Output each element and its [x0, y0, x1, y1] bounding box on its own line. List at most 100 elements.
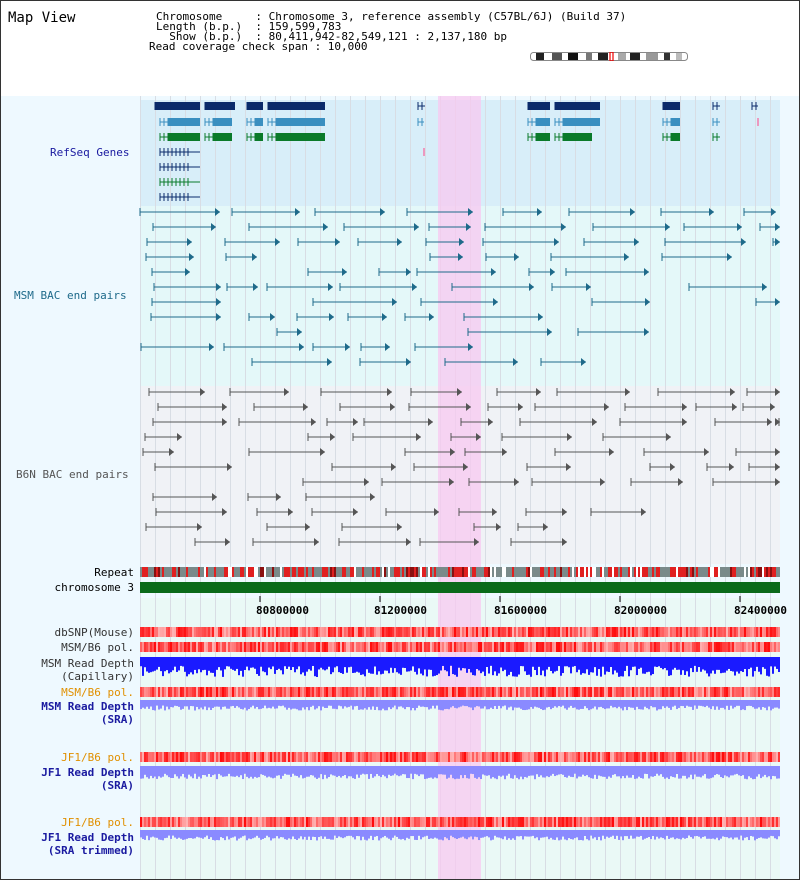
- msm-depth-capillary-bar: [776, 657, 778, 669]
- track-label-jf1-b6-pol[interactable]: JF1/B6 pol.: [61, 751, 134, 764]
- msm-b6-pol-sra-density: [158, 687, 160, 697]
- msm-depth-sra-bar: [226, 700, 228, 709]
- jf1-depth-bar: [538, 766, 540, 777]
- msm-b6-pol-sra-density: [602, 687, 604, 697]
- msm-b6-pol-density: [414, 642, 416, 652]
- jf1-depth-bar: [338, 766, 340, 776]
- msm-b6-pol-density: [640, 642, 642, 652]
- msm-b6-pol-density: [548, 642, 550, 652]
- jf1-depth-bar: [672, 766, 674, 778]
- track-label-jf1-b6-pol-2[interactable]: JF1/B6 pol.: [61, 816, 134, 829]
- jf1-b6-pol-2-density: [198, 817, 200, 827]
- dbsnp-density: [224, 627, 226, 637]
- repeat-element: [578, 567, 580, 577]
- jf1-depth-bar: [594, 766, 596, 775]
- jf1-b6-pol-density: [360, 752, 362, 762]
- jf1-b6-pol-density: [486, 752, 488, 762]
- msm-depth-sra-bar: [740, 700, 742, 711]
- dbsnp-density: [642, 627, 644, 637]
- msm-depth-sra-bar: [606, 700, 608, 709]
- msm-depth-sra-bar: [664, 700, 666, 708]
- jf1-depth-bar: [254, 766, 256, 777]
- msm-b6-pol-sra-density: [272, 687, 274, 697]
- msm-depth-capillary-bar: [142, 657, 144, 676]
- jf1-depth-trimmed-bar: [574, 830, 576, 839]
- jf1-b6-pol-2-density: [524, 817, 526, 827]
- jf1-depth-bar: [208, 766, 210, 774]
- jf1-depth-trimmed-bar: [388, 830, 390, 839]
- jf1-depth-bar: [496, 766, 498, 780]
- grid-line: [740, 96, 741, 880]
- jf1-b6-pol-2-density: [214, 817, 216, 827]
- msm-depth-sra-bar: [548, 700, 550, 707]
- jf1-b6-pol-2-density: [664, 817, 666, 827]
- msm-b6-pol-density: [218, 642, 220, 652]
- msm-depth-capillary-bar: [290, 657, 292, 671]
- msm-b6-pol-density: [520, 642, 522, 652]
- jf1-b6-pol-density: [502, 752, 504, 762]
- jf1-b6-pol-density: [258, 752, 260, 762]
- msm-depth-sra-bar: [722, 700, 724, 708]
- msm-depth-sra-bar: [204, 700, 206, 707]
- jf1-depth-trimmed-bar: [648, 830, 650, 838]
- msm-depth-capillary-bar: [662, 657, 664, 670]
- msm-b6-pol-sra-density: [252, 687, 254, 697]
- track-label-b6n-bac[interactable]: B6N BAC end pairs: [16, 468, 129, 481]
- track-label-jf1-depth-trimmed[interactable]: JF1 Read Depth: [41, 831, 134, 844]
- b6n-bac-pair-arrow: [641, 508, 646, 516]
- jf1-b6-pol-2-density: [550, 817, 552, 827]
- repeat-element: [680, 567, 682, 577]
- msm-b6-pol-sra-density: [508, 687, 510, 697]
- track-label-dbsnp[interactable]: dbSNP(Mouse): [54, 626, 134, 639]
- track-label-msm-depth-capillary[interactable]: MSM Read Depth: [41, 657, 134, 670]
- repeat-element: [628, 567, 630, 577]
- jf1-b6-pol-2-density: [620, 817, 622, 827]
- msm-depth-sra-bar: [552, 700, 554, 708]
- track-label-msm-b6-pol-sra[interactable]: MSM/B6 pol.: [61, 686, 134, 699]
- jf1-depth-bar: [760, 766, 762, 779]
- track-label-jf1-depth[interactable]: JF1 Read Depth: [41, 766, 134, 779]
- jf1-depth-bar: [414, 766, 416, 774]
- jf1-depth-trimmed-bar: [604, 830, 606, 839]
- jf1-depth-bar: [518, 766, 520, 780]
- repeat-element: [250, 567, 252, 577]
- msm-b6-pol-density: [288, 642, 290, 652]
- jf1-depth-trimmed-bar: [508, 830, 510, 839]
- jf1-b6-pol-density: [636, 752, 638, 762]
- jf1-b6-pol-density: [172, 752, 174, 762]
- dbsnp-density: [510, 627, 512, 637]
- msm-b6-pol-sra-density: [654, 687, 656, 697]
- jf1-depth-trimmed-bar: [610, 830, 612, 837]
- msm-b6-pol-sra-density: [250, 687, 252, 697]
- track-label-msm-depth-sra[interactable]: MSM Read Depth: [41, 700, 134, 713]
- chromosome-bar: [140, 582, 780, 593]
- track-label-refseq[interactable]: RefSeq Genes: [50, 146, 130, 159]
- jf1-b6-pol-density: [310, 752, 312, 762]
- dbsnp-density: [142, 627, 144, 637]
- jf1-depth-bar: [536, 766, 538, 775]
- jf1-b6-pol-2-density: [570, 817, 572, 827]
- repeat-element: [468, 567, 470, 577]
- msm-depth-capillary-bar: [364, 657, 366, 677]
- jf1-depth-bar: [752, 766, 754, 780]
- chromosome-ideogram[interactable]: [530, 52, 688, 61]
- msm-depth-capillary-bar: [216, 657, 218, 670]
- jf1-depth-trimmed-bar: [302, 830, 304, 840]
- msm-b6-pol-sra-density: [634, 687, 636, 697]
- msm-depth-capillary-bar: [552, 657, 554, 674]
- msm-depth-capillary-bar: [670, 657, 672, 676]
- msm-b6-pol-density: [380, 642, 382, 652]
- msm-depth-capillary-bar: [432, 657, 434, 677]
- jf1-b6-pol-2-density: [632, 817, 634, 827]
- jf1-b6-pol-2-density: [142, 817, 144, 827]
- msm-depth-sra-bar: [280, 700, 282, 707]
- jf1-depth-bar: [748, 766, 750, 777]
- dbsnp-density: [482, 627, 484, 637]
- msm-b6-pol-sra-density: [342, 687, 344, 697]
- msm-b6-pol-density: [266, 642, 268, 652]
- msm-b6-pol-density: [420, 642, 422, 652]
- msm-depth-capillary-bar: [350, 657, 352, 667]
- track-label-msm-bac[interactable]: MSM BAC end pairs: [14, 289, 127, 302]
- track-label-msm-b6-pol[interactable]: MSM/B6 pol.: [61, 641, 134, 654]
